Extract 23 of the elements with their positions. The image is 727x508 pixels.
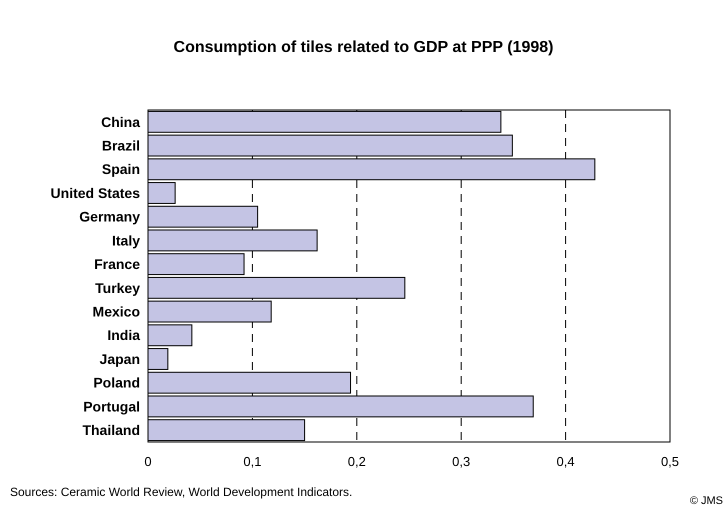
x-tick-label: 0 (144, 454, 152, 469)
y-tick-label: Spain (102, 161, 140, 178)
x-tick-label: 0,4 (556, 454, 575, 469)
y-tick-label: Brazil (102, 137, 140, 154)
y-tick-label: United States (50, 184, 140, 201)
y-tick-label: India (107, 327, 140, 344)
x-tick-label: 0,3 (452, 454, 470, 469)
x-tick-label: 0,2 (348, 454, 366, 469)
y-tick-label: China (101, 114, 140, 130)
y-tick-label: Thailand (82, 422, 140, 438)
y-tick-label: Germany (79, 208, 140, 225)
y-tick-label: Italy (112, 232, 140, 248)
chart-title: Consumption of tiles related to GDP at PPP (1998) (174, 39, 554, 56)
source-note: Sources: Ceramic World Review, World Development Indicators. (10, 485, 352, 499)
text: © JMS (690, 495, 723, 507)
y-tick-label: Japan (100, 350, 140, 367)
y-tick-label: Portugal (83, 398, 140, 414)
x-tick-label: 0,1 (243, 454, 262, 469)
y-tick-label: Poland (93, 374, 140, 391)
x-tick-label: 0,5 (660, 454, 680, 469)
y-tick-label: Mexico (92, 303, 140, 320)
y-tick-label: France (94, 256, 140, 272)
y-tick-label: Turkey (95, 280, 140, 296)
